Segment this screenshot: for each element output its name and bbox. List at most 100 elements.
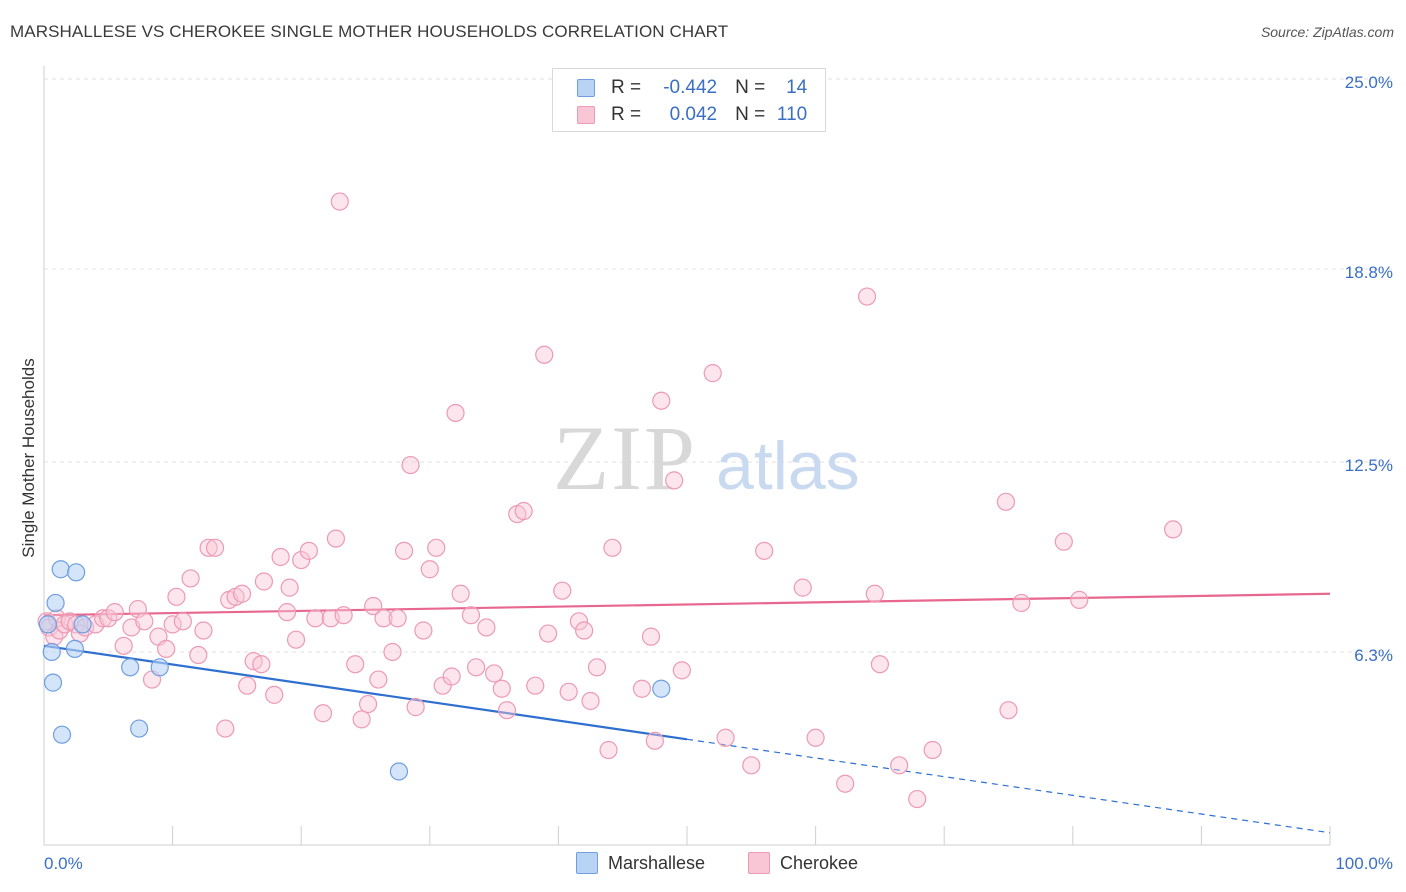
y-axis-label: Single Mother Households [19,358,38,558]
cherokee-point [94,609,113,628]
cherokee-point [716,728,735,747]
cherokee-point [364,596,383,616]
cherokee-point [865,584,884,603]
marshallese-point [42,642,61,662]
cherokee-point [569,612,589,631]
marshallese-point [130,719,149,738]
cherokee-point [265,685,284,704]
cherokee-point [442,667,461,686]
cherokee-point [665,471,684,490]
cherokee-point [401,455,420,475]
cherokee-point [645,731,664,750]
cherokee-point [427,538,446,557]
cherokee-point [216,719,235,738]
marshallese-point [52,725,72,744]
cherokee-point [334,606,353,625]
series-legend-cherokee: Cherokee [748,852,858,874]
marshallese-legend-label: Marshallese [608,852,706,873]
legend-r-value-marshallese: -0.442 [663,77,718,98]
cherokee-point [313,704,333,723]
legend-n-label: N = [735,104,766,125]
cherokee-point [485,664,504,683]
cherokee-point [890,756,909,775]
data-points [37,192,1183,809]
cherokee-point [157,639,176,659]
cherokee-point [599,740,618,760]
cherokee-point [603,538,622,557]
axes [43,66,1331,846]
marshallese-point [150,658,169,677]
cherokee-point [232,584,252,603]
legend-row-cherokee: R = 0.042 N = 110 [577,104,807,126]
cherokee-point [383,642,402,662]
cherokee-point [406,698,425,717]
legend-n-label: N = [735,77,766,98]
cherokee-point [420,560,439,579]
cherokee-point [369,670,388,689]
cherokee-point [1054,532,1073,551]
cherokee-trend-line [43,592,1331,617]
cherokee-point [167,587,186,606]
cherokee-point [923,740,942,760]
cherokee-point [1164,520,1183,539]
cherokee-point [330,192,349,211]
cherokee-point [857,287,877,306]
y-tick-label: 6.3% [1354,646,1393,665]
cherokee-point [497,701,517,720]
legend-row-marshallese: R = -0.442 N = 14 [577,77,807,99]
cherokee-point [374,609,393,628]
x-tick-label: 0.0% [44,854,83,873]
cherokee-point [388,609,407,628]
cherokee-point [277,603,297,622]
cherokee-point [105,603,124,622]
gridlines [44,78,1394,653]
cherokee-point [394,541,414,560]
cherokee-point [466,658,486,677]
cherokee-point [535,345,554,364]
cherokee-point [135,612,154,631]
cherokee-point [280,578,299,597]
cherokee-point [806,728,825,747]
watermark: ZIP atlas [553,407,860,509]
cherokee-point [587,658,607,677]
cherokee-point [632,679,652,698]
cherokee-point [581,691,600,711]
cherokee-point [477,618,496,637]
cherokee-point [352,710,371,729]
cherokee-point [836,774,855,793]
cherokee-point [703,364,722,383]
series-legend-marshallese: Marshallese [576,852,705,874]
cherokee-point [559,682,578,701]
marshallese-point [51,560,70,579]
legend-r-label: R = [611,77,642,98]
marshallese-point [389,762,409,781]
cherokee-point [292,550,311,570]
marshallese-point [67,563,86,582]
cherokee-point [996,492,1016,511]
cherokee-point [346,655,365,674]
correlation-legend: R = -0.442 N = 14 R = 0.042 N = 110 [552,68,826,132]
cherokee-point [451,584,470,603]
legend-n-value-cherokee: 110 [776,104,808,125]
cherokee-point [652,391,671,410]
cherokee-point [539,624,558,643]
cherokee-point [414,621,433,640]
cherokee-point [446,403,465,423]
cherokee-point [271,547,290,567]
source-label: Source: ZipAtlas.com [1260,24,1394,40]
watermark-atlas: atlas [716,428,860,504]
y-tick-label: 12.5% [1345,456,1393,475]
y-tick-label: 25.0% [1345,73,1393,92]
marshallese-point [652,679,671,698]
cherokee-point [286,630,306,649]
cherokee-point [163,615,182,634]
marshallese-trend-extension [686,738,1331,834]
cherokee-point [999,701,1018,720]
cherokee-point [793,578,812,597]
marshallese-legend-swatch [576,852,598,874]
marshallese-swatch [577,79,595,97]
cherokee-point [189,645,208,665]
cherokee-point [1012,593,1031,613]
marshallese-point [65,639,84,659]
